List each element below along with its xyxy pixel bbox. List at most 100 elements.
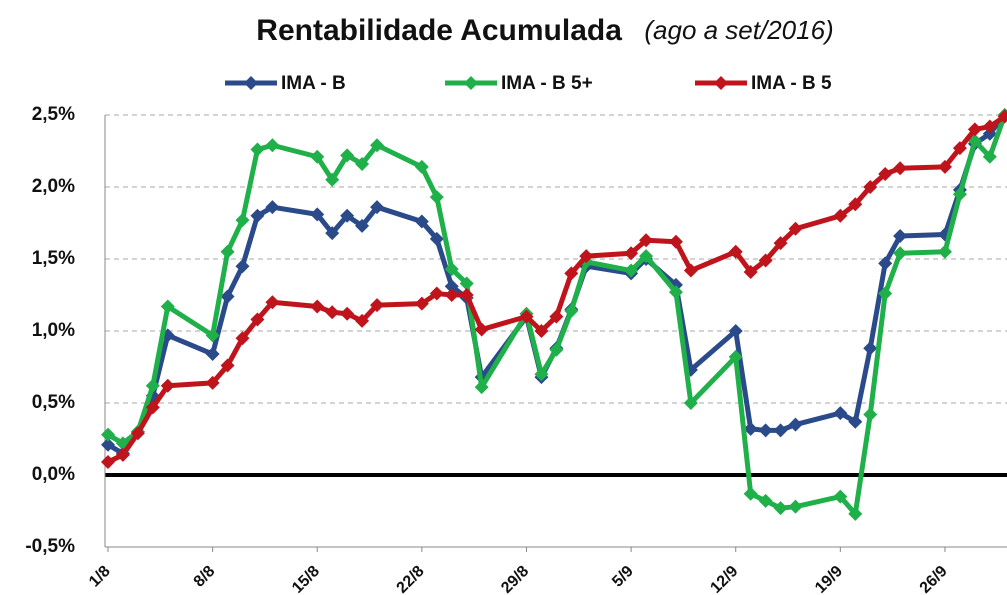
point — [773, 501, 788, 516]
point — [205, 375, 220, 390]
point — [160, 378, 175, 393]
point — [325, 172, 340, 187]
chart-subtitle: (ago a set/2016) — [644, 15, 833, 45]
point — [758, 253, 773, 268]
y-tick-label: 1,0% — [32, 320, 75, 341]
point — [728, 244, 743, 259]
x-tick-label: 29/8 — [498, 563, 532, 595]
legend-label: IMA - B 5 — [751, 73, 832, 94]
legend-label: IMA - B — [281, 73, 346, 94]
point — [937, 159, 952, 174]
point — [310, 149, 325, 164]
point — [220, 244, 235, 259]
point — [130, 426, 145, 441]
y-tick-label: 2,0% — [32, 176, 75, 197]
x-tick-label: 5/9 — [609, 563, 637, 591]
chart-heading: Rentabilidade Acumulada (ago a set/2016) — [256, 14, 833, 47]
point — [668, 234, 683, 249]
x-tick-label: 8/8 — [191, 563, 219, 591]
point — [370, 138, 385, 153]
point — [370, 298, 385, 313]
point — [205, 328, 220, 343]
point — [728, 324, 743, 338]
point — [325, 305, 340, 320]
point — [952, 187, 967, 202]
point — [340, 208, 355, 223]
point — [100, 437, 115, 452]
point — [833, 406, 848, 421]
point — [519, 309, 534, 324]
point — [967, 122, 982, 137]
point — [265, 295, 280, 310]
point — [952, 141, 967, 156]
point — [100, 455, 115, 470]
point — [474, 380, 489, 395]
point — [220, 289, 235, 304]
point — [100, 427, 115, 442]
point — [444, 288, 459, 302]
x-tick-label: 12/9 — [707, 563, 741, 595]
point — [474, 322, 489, 337]
point — [937, 244, 952, 259]
point — [549, 309, 564, 324]
point — [982, 126, 997, 141]
point — [863, 180, 878, 194]
point — [325, 226, 340, 241]
point — [683, 396, 698, 410]
point — [893, 246, 908, 261]
point — [788, 499, 803, 514]
point — [624, 246, 639, 261]
point — [310, 299, 325, 314]
point — [982, 149, 997, 164]
point — [459, 288, 474, 302]
point — [414, 159, 429, 174]
point — [848, 414, 863, 429]
point — [265, 200, 280, 215]
point — [743, 264, 758, 279]
point — [429, 286, 444, 301]
point — [728, 349, 743, 364]
point — [160, 299, 175, 314]
point — [848, 197, 863, 212]
point — [683, 263, 698, 278]
point — [579, 249, 594, 264]
legend-label: IMA - B 5+ — [501, 73, 593, 94]
point — [878, 286, 893, 301]
point — [564, 303, 579, 318]
x-tick-label: 26/9 — [917, 563, 951, 595]
y-tick-label: 0,0% — [32, 464, 75, 485]
series-line — [106, 114, 1007, 517]
point — [788, 221, 803, 236]
point — [982, 119, 997, 134]
point — [145, 400, 160, 415]
point — [265, 138, 280, 153]
point — [758, 423, 773, 438]
x-tick-label: 15/8 — [289, 563, 323, 595]
point — [893, 228, 908, 243]
point — [848, 506, 863, 521]
x-tick-label: 1/8 — [86, 563, 114, 591]
point — [549, 342, 564, 357]
point — [115, 447, 130, 462]
chart-title: Rentabilidade Acumulada — [256, 14, 622, 47]
legend-marker — [714, 76, 728, 90]
point — [743, 486, 758, 501]
point — [250, 142, 265, 157]
point — [639, 233, 654, 248]
point — [833, 489, 848, 504]
y-tick-label: 0,5% — [32, 392, 75, 413]
point — [863, 341, 878, 356]
point — [429, 190, 444, 205]
point — [893, 161, 908, 176]
point — [429, 231, 444, 246]
point — [788, 417, 803, 432]
point — [355, 313, 370, 328]
point — [414, 296, 429, 311]
legend-marker — [464, 76, 478, 90]
point — [414, 214, 429, 229]
point — [370, 200, 385, 215]
point — [220, 358, 235, 373]
point — [997, 109, 1007, 124]
point — [534, 367, 549, 382]
